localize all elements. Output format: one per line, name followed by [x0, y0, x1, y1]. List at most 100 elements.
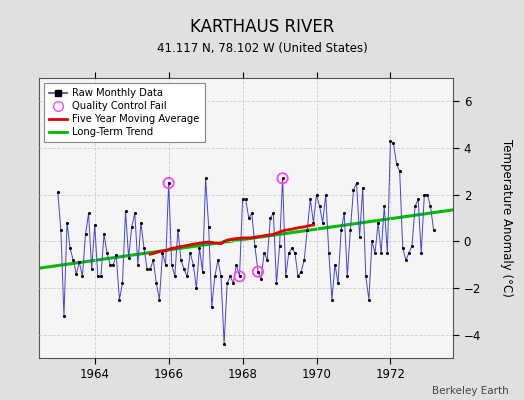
- Point: [84, 210, 93, 216]
- Point: [214, 257, 222, 263]
- Point: [374, 220, 383, 226]
- Point: [109, 262, 117, 268]
- Point: [420, 192, 429, 198]
- Point: [414, 196, 422, 202]
- Point: [146, 266, 155, 272]
- Point: [254, 268, 262, 275]
- Point: [343, 273, 352, 280]
- Point: [319, 220, 327, 226]
- Point: [346, 226, 355, 233]
- Point: [429, 226, 438, 233]
- Point: [97, 273, 105, 280]
- Point: [380, 203, 388, 210]
- Point: [386, 138, 395, 144]
- Point: [217, 273, 225, 280]
- Point: [174, 226, 182, 233]
- Point: [127, 224, 136, 230]
- Point: [94, 273, 102, 280]
- Point: [134, 262, 142, 268]
- Point: [168, 262, 176, 268]
- Point: [226, 273, 234, 280]
- Point: [232, 262, 241, 268]
- Point: [201, 175, 210, 182]
- Point: [337, 226, 345, 233]
- Text: Berkeley Earth: Berkeley Earth: [432, 386, 508, 396]
- Point: [149, 257, 157, 263]
- Point: [72, 271, 81, 277]
- Point: [115, 296, 124, 303]
- Point: [250, 243, 259, 249]
- Point: [189, 262, 198, 268]
- Point: [399, 245, 407, 252]
- Point: [66, 245, 74, 252]
- Point: [81, 231, 90, 238]
- Point: [192, 285, 201, 291]
- Point: [60, 313, 68, 319]
- Point: [355, 234, 364, 240]
- Point: [257, 276, 265, 282]
- Point: [75, 259, 83, 266]
- Point: [223, 280, 232, 286]
- Point: [423, 192, 432, 198]
- Legend: Raw Monthly Data, Quality Control Fail, Five Year Moving Average, Long-Term Tren: Raw Monthly Data, Quality Control Fail, …: [45, 83, 205, 142]
- Point: [306, 196, 314, 202]
- Point: [165, 180, 173, 186]
- Point: [371, 250, 379, 256]
- Point: [161, 262, 170, 268]
- Point: [155, 296, 163, 303]
- Point: [53, 189, 62, 196]
- Point: [402, 257, 410, 263]
- Point: [312, 192, 321, 198]
- Point: [358, 184, 367, 191]
- Point: [288, 245, 296, 252]
- Point: [266, 215, 275, 221]
- Point: [235, 273, 244, 280]
- Point: [334, 280, 342, 286]
- Point: [263, 257, 271, 263]
- Point: [331, 262, 339, 268]
- Point: [118, 280, 127, 286]
- Point: [165, 180, 173, 186]
- Point: [195, 245, 204, 252]
- Point: [362, 273, 370, 280]
- Point: [315, 203, 324, 210]
- Point: [112, 252, 121, 258]
- Point: [383, 250, 391, 256]
- Point: [297, 268, 305, 275]
- Point: [242, 196, 250, 202]
- Point: [229, 280, 237, 286]
- Point: [124, 254, 133, 261]
- Point: [294, 273, 302, 280]
- Point: [368, 238, 376, 244]
- Point: [186, 250, 194, 256]
- Point: [309, 220, 318, 226]
- Point: [392, 161, 401, 168]
- Point: [235, 273, 244, 280]
- Point: [208, 304, 216, 310]
- Point: [291, 250, 299, 256]
- Point: [180, 266, 188, 272]
- Point: [405, 250, 413, 256]
- Point: [325, 250, 333, 256]
- Point: [88, 266, 96, 272]
- Point: [130, 210, 139, 216]
- Point: [285, 250, 293, 256]
- Point: [63, 220, 71, 226]
- Point: [171, 273, 179, 280]
- Point: [411, 203, 419, 210]
- Point: [281, 273, 290, 280]
- Point: [211, 273, 219, 280]
- Point: [352, 180, 361, 186]
- Point: [204, 224, 213, 230]
- Point: [340, 210, 348, 216]
- Y-axis label: Temperature Anomaly (°C): Temperature Anomaly (°C): [500, 139, 514, 297]
- Point: [365, 296, 373, 303]
- Point: [122, 208, 130, 214]
- Point: [103, 250, 111, 256]
- Point: [137, 220, 145, 226]
- Point: [140, 245, 148, 252]
- Point: [396, 168, 404, 174]
- Point: [143, 266, 151, 272]
- Text: 41.117 N, 78.102 W (United States): 41.117 N, 78.102 W (United States): [157, 42, 367, 55]
- Point: [260, 250, 268, 256]
